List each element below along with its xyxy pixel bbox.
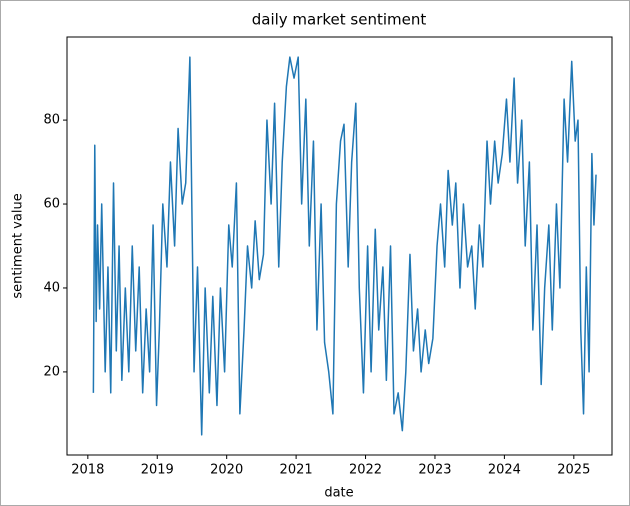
y-tick-label: 80 <box>43 113 60 128</box>
x-tick-label: 2023 <box>418 463 451 478</box>
x-tick-label: 2018 <box>71 463 104 478</box>
y-tick-label: 40 <box>43 280 60 295</box>
x-tick-label: 2022 <box>349 463 382 478</box>
chart-title: daily market sentiment <box>252 11 427 29</box>
x-tick-label: 2020 <box>210 463 243 478</box>
x-axis-label: date <box>324 486 353 501</box>
x-tick-label: 2019 <box>141 463 174 478</box>
y-axis-label: sentiment value <box>11 193 26 298</box>
y-tick-label: 20 <box>43 364 60 379</box>
x-tick-label: 2024 <box>488 463 521 478</box>
line <box>92 56 597 436</box>
x-tick-label: 2021 <box>280 463 313 478</box>
x-tick-label: 2025 <box>557 463 590 478</box>
plot-frame <box>66 36 613 456</box>
y-tick-label: 60 <box>43 197 60 212</box>
